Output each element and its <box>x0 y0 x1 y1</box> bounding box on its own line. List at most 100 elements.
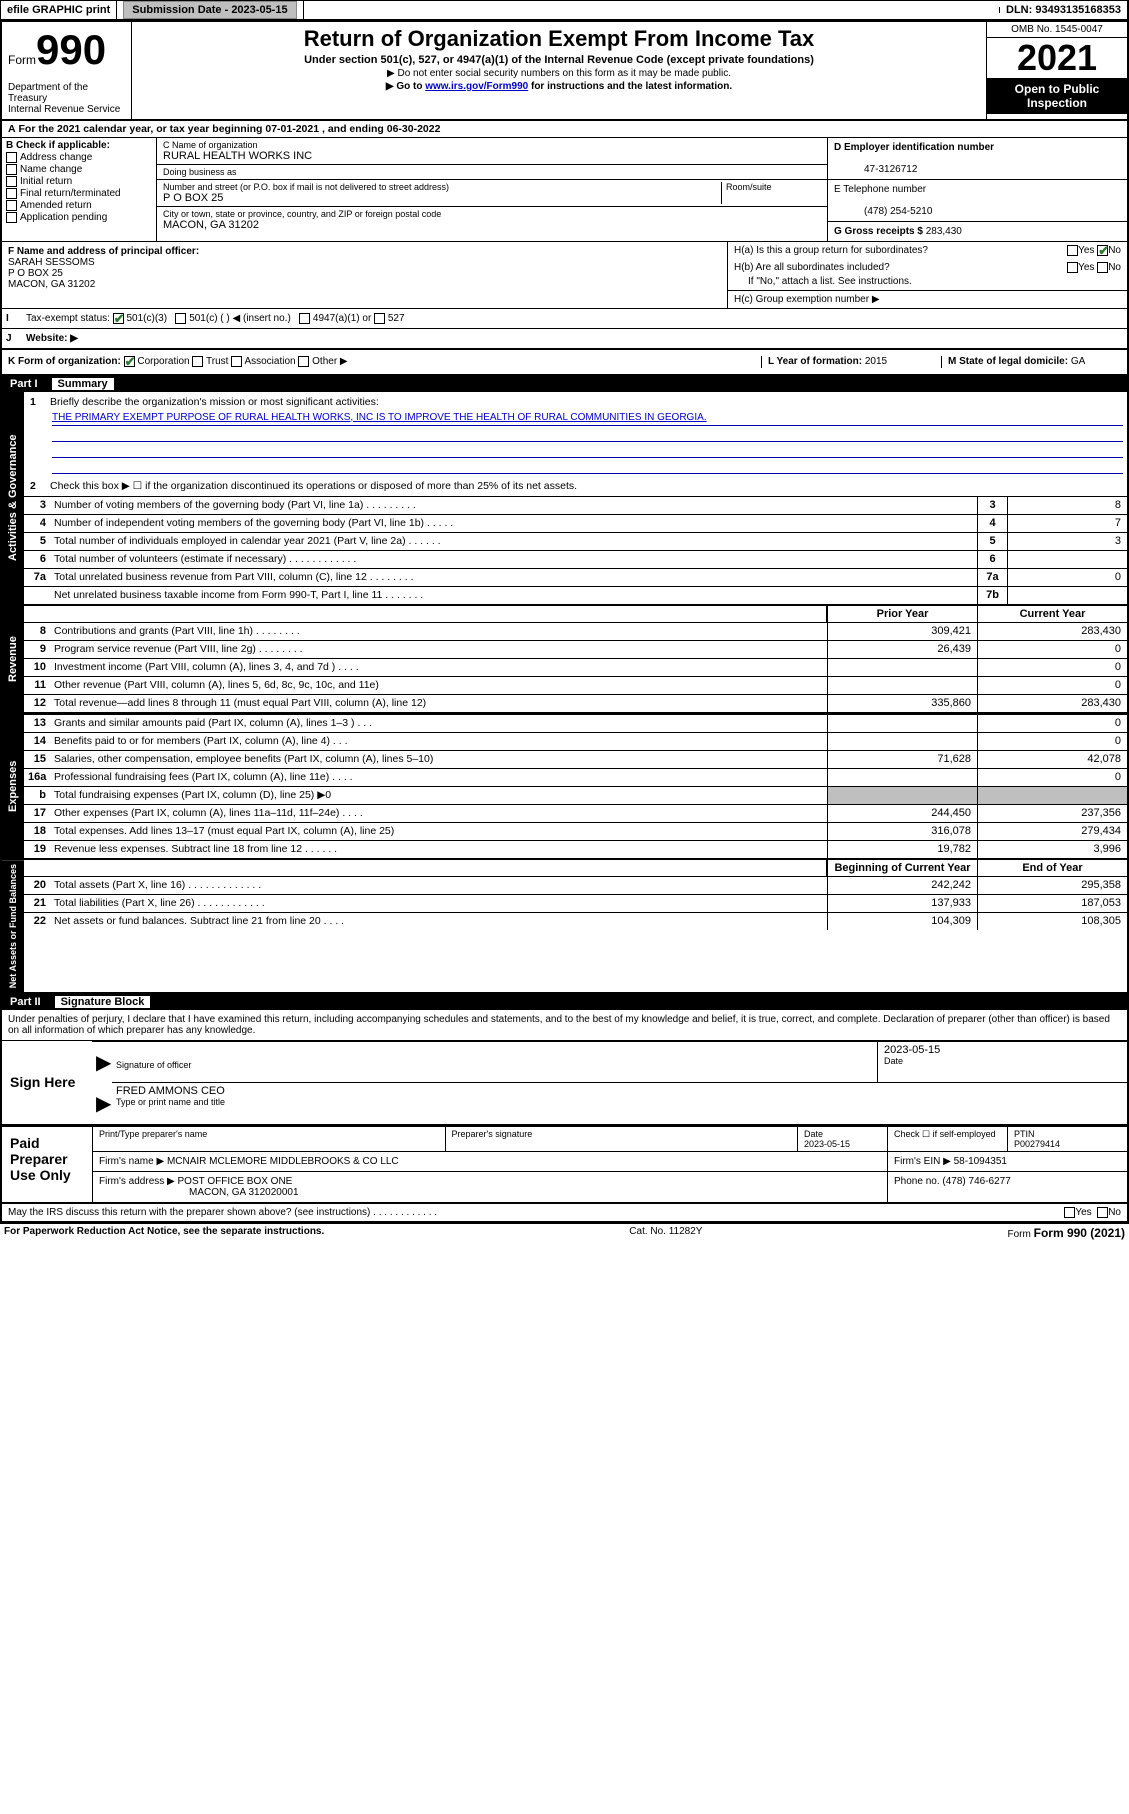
col-prior-year: Prior Year <box>827 606 977 622</box>
netassets-line: 20Total assets (Part X, line 16) . . . .… <box>24 876 1127 894</box>
col-begin-year: Beginning of Current Year <box>827 860 977 876</box>
chk-501c[interactable] <box>175 313 186 324</box>
side-activities: Activities & Governance <box>2 392 24 604</box>
chk-app-pending[interactable] <box>6 212 17 223</box>
netassets-line: 21Total liabilities (Part X, line 26) . … <box>24 894 1127 912</box>
chk-amended[interactable] <box>6 200 17 211</box>
firm-address: Firm's address ▶ POST OFFICE BOX ONE MAC… <box>93 1172 887 1202</box>
h-b-note: If "No," attach a list. See instructions… <box>728 276 1127 290</box>
dln-label: DLN: 93493135168353 <box>1000 1 1128 19</box>
chk-address-change[interactable] <box>6 152 17 163</box>
tax-year: 2021 <box>987 38 1127 78</box>
sig-date: 2023-05-15 <box>884 1044 1121 1056</box>
ha-no[interactable] <box>1097 245 1108 256</box>
chk-501c3[interactable] <box>113 313 124 324</box>
mission-text: THE PRIMARY EXEMPT PURPOSE OF RURAL HEAL… <box>52 412 1123 426</box>
chk-assoc[interactable] <box>231 356 242 367</box>
chk-other[interactable] <box>298 356 309 367</box>
chk-4947[interactable] <box>299 313 310 324</box>
year-formation: L Year of formation: 2015 <box>761 356 941 367</box>
submission-date-button[interactable]: Submission Date - 2023-05-15 <box>123 1 296 19</box>
firm-name: Firm's name ▶ MCNAIR MCLEMORE MIDDLEBROO… <box>93 1152 887 1171</box>
summary-line: 3Number of voting members of the governi… <box>24 496 1127 514</box>
title-block: Return of Organization Exempt From Incom… <box>132 22 987 119</box>
irs-link[interactable]: www.irs.gov/Form990 <box>425 81 528 92</box>
ein-cell: D Employer identification number 47-3126… <box>828 138 1127 180</box>
discuss-yes[interactable] <box>1064 1207 1075 1218</box>
chk-name-change[interactable] <box>6 164 17 175</box>
form-title: Return of Organization Exempt From Incom… <box>140 26 978 52</box>
discuss-no[interactable] <box>1097 1207 1108 1218</box>
note-link: ▶ Go to www.irs.gov/Form990 for instruct… <box>140 81 978 92</box>
arrow-icon-2: ▶ <box>92 1083 112 1124</box>
revenue-line: 12Total revenue—add lines 8 through 11 (… <box>24 694 1127 712</box>
discuss-yes-no: Yes No <box>1064 1207 1121 1218</box>
summary-line: 7aTotal unrelated business revenue from … <box>24 568 1127 586</box>
side-revenue: Revenue <box>2 606 24 712</box>
part1-header: Part I Summary <box>0 376 1129 392</box>
col-end-year: End of Year <box>977 860 1127 876</box>
summary-line: 5Total number of individuals employed in… <box>24 532 1127 550</box>
prep-date: Date2023-05-15 <box>797 1127 887 1151</box>
h-b: H(b) Are all subordinates included? Yes … <box>728 259 1127 276</box>
chk-initial-return[interactable] <box>6 176 17 187</box>
form-of-org: K Form of organization: Corporation Trus… <box>8 356 761 367</box>
state-domicile: M State of legal domicile: GA <box>941 356 1121 367</box>
expense-line: 16aProfessional fundraising fees (Part I… <box>24 768 1127 786</box>
side-netassets: Net Assets or Fund Balances <box>2 860 24 992</box>
tax-exempt-status: Tax-exempt status: 501(c)(3) 501(c) ( ) … <box>22 309 1127 328</box>
hb-no[interactable] <box>1097 262 1108 273</box>
summary-line: 6Total number of volunteers (estimate if… <box>24 550 1127 568</box>
chk-final-return[interactable] <box>6 188 17 199</box>
self-employed-check[interactable]: Check ☐ if self-employed <box>887 1127 1007 1151</box>
city-cell: City or town, state or province, country… <box>157 207 827 233</box>
expense-line: 13Grants and similar amounts paid (Part … <box>24 714 1127 732</box>
revenue-line: 11Other revenue (Part VIII, column (A), … <box>24 676 1127 694</box>
firm-ein: Firm's EIN ▶ 58-1094351 <box>887 1152 1127 1171</box>
line2: 2Check this box ▶ ☐ if the organization … <box>24 476 1127 496</box>
side-expenses: Expenses <box>2 714 24 858</box>
expense-line: 14Benefits paid to or for members (Part … <box>24 732 1127 750</box>
department-label: Department of the TreasuryInternal Reven… <box>2 78 132 119</box>
expense-line: 19Revenue less expenses. Subtract line 1… <box>24 840 1127 858</box>
org-name-cell: C Name of organization RURAL HEALTH WORK… <box>157 138 827 165</box>
h-c: H(c) Group exemption number ▶ <box>728 290 1127 308</box>
open-public-badge: Open to Public Inspection <box>987 78 1127 114</box>
sig-officer-label: Signature of officer <box>116 1060 873 1070</box>
officer-name: FRED AMMONS CEO <box>116 1085 1123 1097</box>
revenue-line: 10Investment income (Part VIII, column (… <box>24 658 1127 676</box>
arrow-icon: ▶ <box>92 1042 112 1083</box>
type-name-label: Type or print name and title <box>116 1097 1123 1107</box>
prep-sig-label: Preparer's signature <box>445 1127 798 1151</box>
summary-line: Net unrelated business taxable income fr… <box>24 586 1127 604</box>
chk-trust[interactable] <box>192 356 203 367</box>
line1: 1Briefly describe the organization's mis… <box>24 392 1127 412</box>
part2-header: Part II Signature Block <box>0 994 1129 1010</box>
top-bar: efile GRAPHIC print Submission Date - 20… <box>0 0 1129 20</box>
dba-cell: Doing business as <box>157 165 827 180</box>
netassets-line: 22Net assets or fund balances. Subtract … <box>24 912 1127 930</box>
discuss-irs: May the IRS discuss this return with the… <box>8 1207 1064 1218</box>
footer: For Paperwork Reduction Act Notice, see … <box>0 1223 1129 1242</box>
street-cell: Number and street (or P.O. box if mail i… <box>157 180 827 207</box>
expense-line: 18Total expenses. Add lines 13–17 (must … <box>24 822 1127 840</box>
gross-receipts-cell: G Gross receipts $ 283,430 <box>828 222 1127 241</box>
ha-yes[interactable] <box>1067 245 1078 256</box>
line-i-label: I <box>2 309 22 328</box>
sign-here-label: Sign Here <box>2 1041 92 1124</box>
chk-527[interactable] <box>374 313 385 324</box>
summary-line: 4Number of independent voting members of… <box>24 514 1127 532</box>
expense-line: bTotal fundraising expenses (Part IX, co… <box>24 786 1127 804</box>
omb-number: OMB No. 1545-0047 <box>987 22 1127 38</box>
revenue-line: 8Contributions and grants (Part VIII, li… <box>24 622 1127 640</box>
website: Website: ▶ <box>22 329 1127 348</box>
phone-cell: E Telephone number (478) 254-5210 <box>828 180 1127 222</box>
penalty-declaration: Under penalties of perjury, I declare th… <box>0 1010 1129 1040</box>
hb-yes[interactable] <box>1067 262 1078 273</box>
line-j-label: J <box>2 329 22 348</box>
form-subtitle: Under section 501(c), 527, or 4947(a)(1)… <box>140 54 978 66</box>
efile-label: efile GRAPHIC print <box>1 1 117 19</box>
chk-corp[interactable] <box>124 356 135 367</box>
revenue-line: 9Program service revenue (Part VIII, lin… <box>24 640 1127 658</box>
section-b-checkboxes: B Check if applicable: Address change Na… <box>2 138 157 241</box>
